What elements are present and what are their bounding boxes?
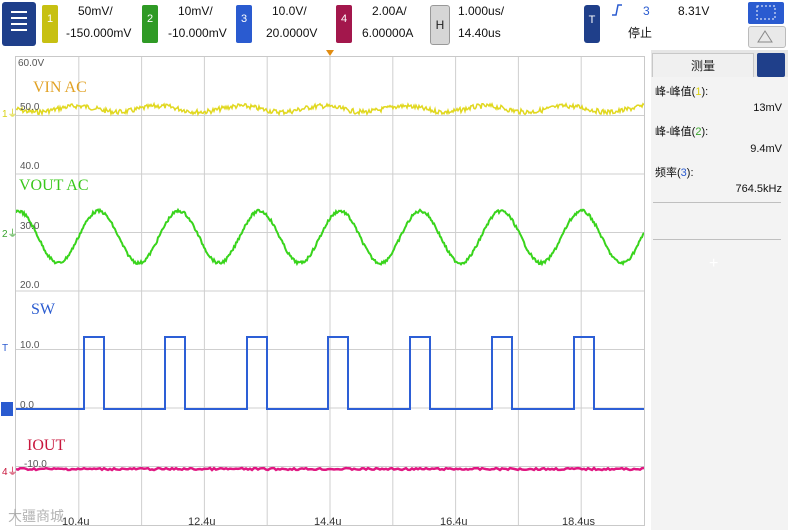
tab-measure-label: 测量: [690, 59, 715, 73]
main-menu-button[interactable]: [2, 2, 36, 46]
meas-3-name: 频率: [655, 167, 677, 179]
trigger-level[interactable]: 8.31V: [678, 4, 710, 18]
meas-3-channel: 3: [680, 167, 687, 179]
trigger-channel[interactable]: 3: [643, 4, 650, 18]
menu-icon: [11, 11, 27, 33]
vin-trace: [16, 101, 644, 117]
add-measurement-button[interactable]: +: [709, 255, 719, 272]
ch2-ground-marker[interactable]: 2⏚: [2, 229, 18, 240]
horizontal-badge[interactable]: H: [430, 5, 450, 45]
meas-1-value: 13mV: [753, 102, 782, 114]
x-tick-2: 12.4u: [188, 516, 216, 528]
sw-trace: [16, 336, 644, 410]
ch2-scale[interactable]: 10mV/: [178, 4, 213, 18]
ch4-scale[interactable]: 2.00A/: [372, 4, 407, 18]
grid-label-20: 20.0: [20, 280, 40, 291]
meas-2-value: 9.4mV: [750, 143, 782, 155]
waveform-canvas: [16, 57, 644, 525]
separator: [653, 239, 781, 240]
separator: [653, 202, 781, 203]
ch2-number: 2: [146, 13, 154, 25]
iout-trace: [16, 466, 644, 472]
rising-edge-icon: [610, 3, 624, 17]
meas-1-name: 峰-峰值: [655, 86, 692, 98]
horizontal-scale[interactable]: 1.000us/: [458, 4, 505, 18]
watermark: 大疆商城: [8, 508, 64, 524]
x-tick-5: 18.4us: [562, 516, 596, 528]
measurement-list: 峰-峰值(1): 13mV 峰-峰值(2): 9.4mV 频率(3): 764.…: [651, 77, 788, 530]
ch1-offset[interactable]: -150.000mV: [66, 26, 132, 40]
meas-2-name: 峰-峰值: [655, 126, 692, 138]
ch2-offset[interactable]: -10.000mV: [168, 26, 227, 40]
zoom-box-button[interactable]: [748, 2, 784, 24]
vout-label: VOUT AC: [19, 177, 89, 194]
ch4-offset[interactable]: 6.00000A: [362, 26, 414, 40]
measurement-panel: 测量 峰-峰值(1): 13mV 峰-峰值(2): 9.4mV 频率(3): 7…: [651, 50, 788, 530]
ch1-badge[interactable]: 1: [42, 5, 58, 43]
ch4-ground-marker[interactable]: 4⏚: [2, 467, 18, 478]
horizontal-position[interactable]: 14.40us: [458, 26, 501, 40]
sw-label: SW: [31, 301, 55, 318]
vout-trace: [16, 207, 644, 267]
trigger-label: T: [588, 14, 596, 26]
x-tick-1: 10.4u: [62, 516, 90, 528]
ch2-badge[interactable]: 2: [142, 5, 158, 43]
zoom-box-icon: [756, 5, 776, 20]
grid-label-minus10: -10.0: [24, 459, 47, 470]
ch3-offset[interactable]: 20.0000V: [266, 26, 318, 40]
vin-label: VIN AC: [33, 79, 87, 96]
meas-1-label[interactable]: 峰-峰值(1):: [655, 86, 709, 98]
trigger-badge[interactable]: T: [584, 5, 600, 43]
grid-label-top: 60.0V: [18, 58, 45, 69]
top-bar: 1 50mV/ -150.000mV 2 10mV/ -10.000mV 3 1…: [0, 0, 788, 50]
ch3-badge[interactable]: 3: [236, 5, 252, 43]
grid-label-50: 50.0: [20, 102, 40, 113]
grid-label-10: 10.0: [20, 340, 40, 351]
trigger-level-marker[interactable]: T: [2, 343, 9, 354]
x-tick-3: 14.4u: [314, 516, 342, 528]
tab-measure[interactable]: 测量: [652, 53, 754, 78]
ch3-number: 3: [240, 13, 248, 25]
meas-3-label[interactable]: 频率(3):: [655, 167, 694, 179]
grid-label-40: 40.0: [20, 161, 40, 172]
meas-1-channel: 1: [695, 86, 702, 98]
meas-2-channel: 2: [695, 126, 702, 138]
ch1-scale[interactable]: 50mV/: [78, 4, 113, 18]
horizontal-label: H: [435, 18, 445, 32]
ch1-number: 1: [46, 13, 54, 25]
waveform-display[interactable]: VIN AC VOUT AC SW IOUT 60.0V 50.0 40.0 3…: [15, 56, 645, 526]
math-button[interactable]: [748, 26, 786, 48]
ch3-scale[interactable]: 10.0V/: [272, 4, 307, 18]
acquisition-status: 停止: [628, 26, 653, 40]
ch4-badge[interactable]: 4: [336, 5, 352, 43]
meas-3-value: 764.5kHz: [735, 183, 782, 195]
delta-icon: [757, 30, 773, 43]
iout-label: IOUT: [27, 437, 66, 454]
ch1-ground-marker[interactable]: 1⏚: [2, 109, 18, 120]
ch4-number: 4: [340, 13, 348, 25]
x-tick-4: 16.4u: [440, 516, 468, 528]
tab-other[interactable]: [757, 53, 785, 77]
grid-label-0: 0.0: [20, 400, 34, 411]
trigger-position-marker[interactable]: [326, 50, 334, 56]
grid-label-30: 30.0: [20, 221, 40, 232]
ch3-ground-marker[interactable]: [1, 402, 13, 416]
meas-2-label[interactable]: 峰-峰值(2):: [655, 126, 709, 138]
